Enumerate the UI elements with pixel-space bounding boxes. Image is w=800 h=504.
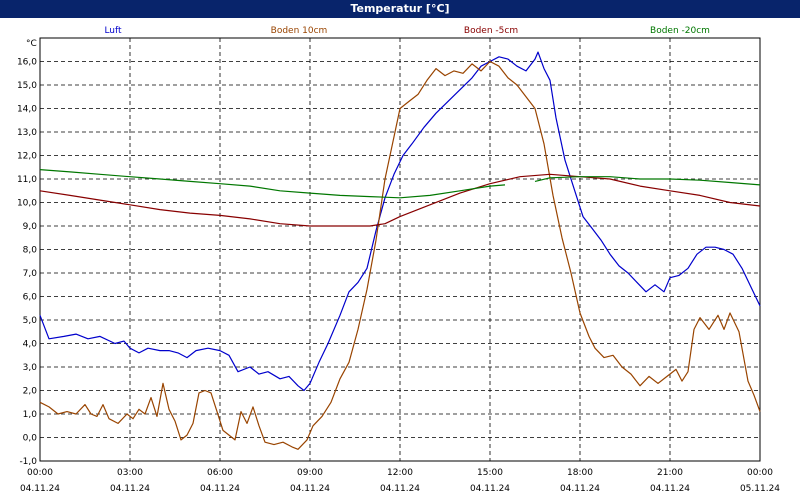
x-tick-time: 00:00 [747,468,773,478]
chart-area: -1,0 0,0 1,0 2,0 3,0 4,0 5,0 6,0 7,0 8,0 9,0 10,0 11… [0,18,800,500]
x-tick-time: 12:00 [387,468,413,478]
chart-title-bar: Temperatur [°C] [0,0,800,18]
y-tick-label: 6,0 [23,293,38,303]
x-tick-time: 03:00 [117,468,143,478]
y-tick-label: 13,0 [17,128,37,138]
x-tick-time: 00:00 [27,468,53,478]
y-tick-label: 4,0 [23,340,38,350]
y-tick-label: 0,0 [23,434,38,444]
legend-entry: Luft [104,26,122,36]
y-tick-label: 12,0 [17,152,37,162]
x-tick-time: 09:00 [297,468,323,478]
x-tick-date: 04.11.24 [560,484,600,494]
chart-title: Temperatur [°C] [350,2,450,15]
x-tick-date: 04.11.24 [20,484,60,494]
y-tick-label: 10,0 [17,199,37,209]
y-unit-label: °C [26,39,37,49]
x-tick-time: 21:00 [657,468,683,478]
series-line [39,51,761,392]
y-tick-label: 9,0 [23,222,38,232]
x-tick-date: 04.11.24 [470,484,510,494]
series-line [39,60,761,450]
y-tick-label: 15,0 [17,81,37,91]
x-tick-date: 04.11.24 [380,484,420,494]
y-tick-label: -1,0 [19,457,37,467]
y-tick-label: 14,0 [17,105,37,115]
x-tick-date: 04.11.24 [200,484,240,494]
y-tick-label: 7,0 [23,269,38,279]
x-tick-date: 04.11.24 [290,484,330,494]
temperature-chart: -1,0 0,0 1,0 2,0 3,0 4,0 5,0 6,0 7,0 8,0 9,0 10,0 11… [17,26,780,494]
y-tick-label: 11,0 [17,175,37,185]
y-tick-label: 5,0 [23,316,38,326]
y-tick-label: 2,0 [23,387,38,397]
series-line [39,169,506,199]
legend-entry: Boden -5cm [464,26,518,36]
x-tick-date: 04.11.24 [110,484,150,494]
x-tick-date: 05.11.24 [740,484,780,494]
y-tick-label: 16,0 [17,58,37,68]
y-tick-label: 1,0 [23,410,38,420]
x-tick-time: 18:00 [567,468,593,478]
series-line [39,173,761,227]
legend-entry: Boden -20cm [650,26,710,36]
x-tick-time: 06:00 [207,468,233,478]
x-tick-time: 15:00 [477,468,503,478]
series-line [534,176,761,186]
x-tick-date: 04.11.24 [650,484,690,494]
y-tick-label: 3,0 [23,363,38,373]
y-tick-label: 8,0 [23,246,38,256]
legend-entry: Boden 10cm [271,26,328,36]
